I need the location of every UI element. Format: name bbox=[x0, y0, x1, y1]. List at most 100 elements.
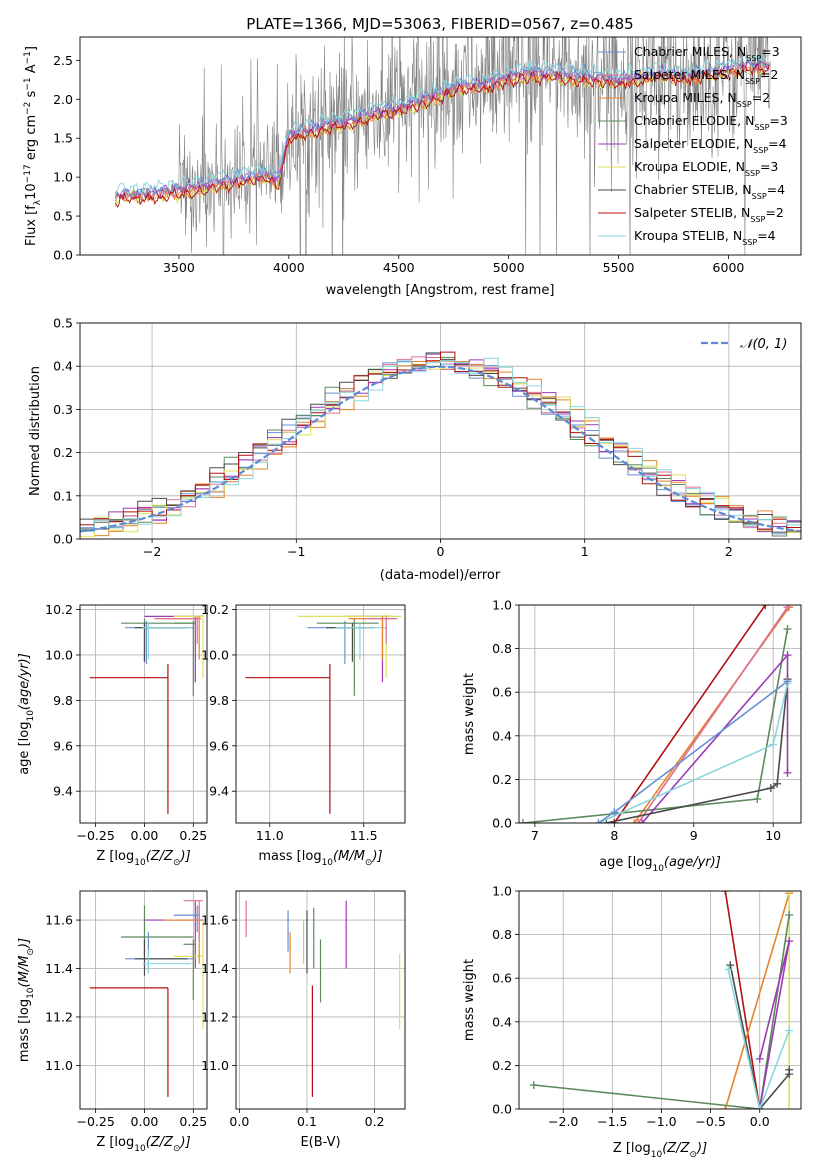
y-tick-label: 0.4 bbox=[492, 1014, 512, 1029]
data-point bbox=[142, 949, 192, 974]
legend-name: Salpeter ELODIE, N bbox=[634, 136, 753, 151]
legend-sub: SSP bbox=[745, 169, 760, 178]
y-axis-label-part: mass [log bbox=[17, 999, 32, 1062]
x-tick-label: −2.0 bbox=[548, 1114, 578, 1129]
x-axis-label-part: 10 bbox=[322, 858, 334, 868]
weight-marker bbox=[783, 624, 792, 633]
weight-line-chabrier-stelib bbox=[606, 679, 789, 823]
x-tick-label: 6000 bbox=[713, 260, 745, 275]
plot-area bbox=[89, 614, 204, 814]
y-tick-label: 0.2 bbox=[492, 1058, 512, 1073]
x-tick-label: −0.5 bbox=[695, 1114, 725, 1129]
axes-frame bbox=[79, 604, 208, 824]
axes-frame bbox=[235, 890, 406, 1110]
weight-vs-metallicity-panel: −2.0 −1.5 −1.0 −0.5 0.0 0.0 0.2 0.4 0.6 0.8 1.0 Z [… bbox=[462, 884, 802, 1160]
y-axis-label-part: −17 bbox=[23, 164, 33, 183]
x-tick-label: 0.25 bbox=[179, 1114, 207, 1129]
data-point bbox=[316, 618, 379, 696]
x-axis-label-part: (Z/Z bbox=[662, 1141, 690, 1156]
axes-frame bbox=[79, 890, 208, 1110]
x-axis-label-part: ⊙ bbox=[689, 1150, 697, 1160]
x-tick-label: −1.5 bbox=[597, 1114, 627, 1129]
plot-area bbox=[245, 900, 401, 1097]
weight-marker bbox=[773, 779, 782, 788]
y-tick-label: 0.5 bbox=[53, 316, 73, 331]
model-salpeter-stelib bbox=[114, 63, 770, 209]
legend-sub: SSP bbox=[746, 54, 761, 63]
y-tick-label: 0.4 bbox=[492, 728, 512, 743]
y-tick-label: 9.4 bbox=[53, 784, 73, 799]
weight-marker bbox=[634, 819, 643, 823]
plot-area bbox=[89, 900, 204, 1097]
weight-marker bbox=[529, 1081, 538, 1090]
weight-marker bbox=[785, 1105, 794, 1109]
y-axis-label-part: 10 bbox=[24, 183, 39, 200]
legend-label: Chabrier ELODIE, NSSP=3 bbox=[634, 113, 788, 132]
plot-area bbox=[80, 351, 801, 538]
y-tick-label: 0.0 bbox=[492, 1102, 512, 1117]
y-tick-label: 11.2 bbox=[201, 1009, 229, 1024]
y-tick-label: 10.2 bbox=[45, 602, 73, 617]
legend-name: Chabrier STELIB, N bbox=[634, 182, 752, 197]
grid bbox=[80, 605, 207, 823]
plot-area bbox=[245, 614, 402, 814]
y-tick-label: 0.6 bbox=[492, 685, 512, 700]
gaussian-curve bbox=[80, 365, 801, 533]
x-axis-label: Z [log10(Z/Z⊙)] bbox=[96, 1135, 190, 1154]
y-axis-label-part: (age/yr)] bbox=[17, 653, 32, 710]
weight-marker bbox=[630, 819, 639, 823]
y-axis-label-part: −1 bbox=[23, 77, 33, 90]
x-axis-label-part: 10 bbox=[134, 858, 146, 868]
data-point bbox=[245, 664, 331, 814]
legend-name: Kroupa ELODIE, N bbox=[634, 159, 745, 174]
legend-name: Salpeter MILES, N bbox=[634, 67, 745, 82]
weight-marker bbox=[785, 891, 794, 895]
x-axis-label: E(B-V) bbox=[300, 1135, 340, 1150]
x-axis-label-part: 10 bbox=[652, 864, 664, 874]
y-tick-label: 9.4 bbox=[209, 784, 229, 799]
axes: −2 −1 0 1 2 0.0 0.1 0.2 0.3 0.4 0.5 (data-model)/er… bbox=[28, 316, 802, 583]
legend-count: =2 bbox=[765, 205, 783, 220]
y-tick-label: 0.3 bbox=[53, 402, 73, 417]
y-tick-label: 0.6 bbox=[492, 971, 512, 986]
x-axis-label-part: Z [log bbox=[96, 849, 134, 864]
x-tick-label: 5500 bbox=[603, 260, 635, 275]
weight-marker bbox=[785, 910, 794, 919]
x-tick-label: 0.00 bbox=[131, 1114, 159, 1129]
x-axis-label-part: mass [log bbox=[258, 849, 321, 864]
weight-line-kroupa-stelib bbox=[727, 969, 790, 1109]
data-point bbox=[89, 987, 169, 1097]
weight-marker bbox=[783, 605, 792, 612]
x-axis-label: mass [log10(M/M⊙)] bbox=[258, 849, 382, 868]
y-tick-label: 0.5 bbox=[53, 209, 73, 224]
x-axis-label-part: Z [log bbox=[96, 1135, 134, 1150]
y-tick-label: 2.5 bbox=[53, 53, 73, 68]
x-tick-label: −0.25 bbox=[76, 1114, 114, 1129]
y-axis-label-part: −1 bbox=[23, 51, 33, 64]
grid bbox=[236, 605, 405, 823]
data-point bbox=[183, 939, 196, 1000]
x-axis-label-part: (Z/Z bbox=[146, 849, 174, 864]
y-tick-label: 10.2 bbox=[201, 602, 229, 617]
legend-sub: SSP bbox=[750, 215, 765, 224]
grid bbox=[236, 891, 405, 1109]
weight-marker bbox=[783, 677, 792, 686]
legend-count: =2 bbox=[760, 67, 778, 82]
x-axis-label: (data-model)/error bbox=[380, 568, 501, 583]
y-tick-label: 0.4 bbox=[53, 359, 73, 374]
y-axis-label-part: erg cm bbox=[24, 115, 39, 164]
y-tick-label: 0.0 bbox=[492, 816, 512, 831]
x-tick-label: 3500 bbox=[163, 260, 195, 275]
weight-marker bbox=[766, 784, 775, 793]
weight-marker bbox=[783, 651, 792, 660]
legend-label: Kroupa ELODIE, NSSP=3 bbox=[634, 159, 778, 178]
x-axis-label-part: )] bbox=[180, 1135, 191, 1150]
y-axis-label: Normed distribution bbox=[28, 366, 43, 496]
y-tick-label: 0.2 bbox=[53, 445, 73, 460]
plot-area bbox=[114, 37, 771, 255]
x-tick-label: 7 bbox=[531, 828, 539, 843]
x-tick-label: 0.0 bbox=[229, 1114, 249, 1129]
